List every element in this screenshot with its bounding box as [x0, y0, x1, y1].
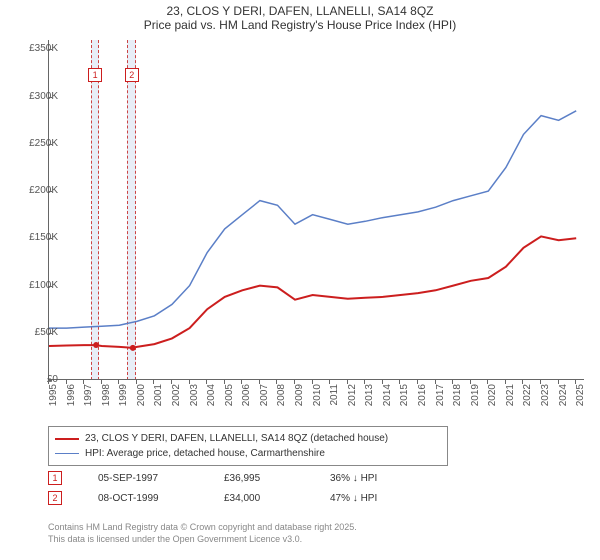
- chart-plot-area: [48, 40, 584, 380]
- sale-date-1: 05-SEP-1997: [98, 473, 188, 484]
- x-tick-label: 2016: [417, 384, 428, 414]
- x-tick-label: 2022: [522, 384, 533, 414]
- x-tick-label: 1999: [118, 384, 129, 414]
- x-tick-label: 2019: [470, 384, 481, 414]
- sale-date-2: 08-OCT-1999: [98, 493, 188, 504]
- x-tick-label: 2015: [399, 384, 410, 414]
- x-tick-label: 2023: [540, 384, 551, 414]
- legend-box: 23, CLOS Y DERI, DAFEN, LLANELLI, SA14 8…: [48, 426, 448, 466]
- x-tick-label: 1998: [101, 384, 112, 414]
- x-tick-label: 2001: [153, 384, 164, 414]
- x-tick-label: 2014: [382, 384, 393, 414]
- sales-row-1: 1 05-SEP-1997 £36,995 36% ↓ HPI: [48, 468, 548, 488]
- x-tick-label: 2018: [452, 384, 463, 414]
- x-tick-label: 2009: [294, 384, 305, 414]
- legend-row-price-paid: 23, CLOS Y DERI, DAFEN, LLANELLI, SA14 8…: [55, 431, 441, 446]
- chart-title-subtitle: Price paid vs. HM Land Registry's House …: [0, 18, 600, 32]
- series-line-price_paid: [49, 236, 576, 348]
- x-tick-label: 2013: [364, 384, 375, 414]
- sale-point: [93, 342, 99, 348]
- x-tick-label: 2017: [435, 384, 446, 414]
- chart-svg: [49, 40, 585, 380]
- chart-container: 23, CLOS Y DERI, DAFEN, LLANELLI, SA14 8…: [0, 0, 600, 560]
- sales-row-2: 2 08-OCT-1999 £34,000 47% ↓ HPI: [48, 488, 548, 508]
- x-tick-label: 1996: [66, 384, 77, 414]
- sales-table: 1 05-SEP-1997 £36,995 36% ↓ HPI 2 08-OCT…: [48, 468, 548, 508]
- sale-marker-1-num: 1: [52, 473, 57, 483]
- x-tick-label: 2021: [505, 384, 516, 414]
- legend-swatch-hpi: [55, 453, 79, 455]
- x-tick-label: 2010: [312, 384, 323, 414]
- attribution-text: Contains HM Land Registry data © Crown c…: [48, 522, 357, 545]
- x-tick-label: 2004: [206, 384, 217, 414]
- chart-title-block: 23, CLOS Y DERI, DAFEN, LLANELLI, SA14 8…: [0, 0, 600, 32]
- x-tick-label: 2020: [487, 384, 498, 414]
- x-tick-label: 2005: [224, 384, 235, 414]
- x-tick-label: 2007: [259, 384, 270, 414]
- x-tick-label: 2024: [558, 384, 569, 414]
- x-tick-label: 1997: [83, 384, 94, 414]
- x-tick-label: 2012: [347, 384, 358, 414]
- sale-point: [130, 345, 136, 351]
- legend-label-hpi: HPI: Average price, detached house, Carm…: [85, 446, 325, 461]
- chart-title-address: 23, CLOS Y DERI, DAFEN, LLANELLI, SA14 8…: [0, 4, 600, 18]
- x-tick-label: 2006: [241, 384, 252, 414]
- sale-marker-1: 1: [48, 471, 62, 485]
- sale-delta-2: 47% ↓ HPI: [330, 493, 420, 504]
- x-tick-label: 2008: [276, 384, 287, 414]
- attribution-line1: Contains HM Land Registry data © Crown c…: [48, 522, 357, 534]
- x-tick-label: 2025: [575, 384, 586, 414]
- sale-price-1: £36,995: [224, 473, 294, 484]
- sale-marker-2: 2: [48, 491, 62, 505]
- sale-delta-1: 36% ↓ HPI: [330, 473, 420, 484]
- legend-label-price-paid: 23, CLOS Y DERI, DAFEN, LLANELLI, SA14 8…: [85, 431, 388, 446]
- legend-row-hpi: HPI: Average price, detached house, Carm…: [55, 446, 441, 461]
- sale-marker-2-num: 2: [52, 493, 57, 503]
- x-tick-label: 2000: [136, 384, 147, 414]
- attribution-line2: This data is licensed under the Open Gov…: [48, 534, 357, 546]
- x-tick-label: 2003: [189, 384, 200, 414]
- x-tick-label: 2002: [171, 384, 182, 414]
- sale-price-2: £34,000: [224, 493, 294, 504]
- x-tick-label: 2011: [329, 384, 340, 414]
- x-tick-label: 1995: [48, 384, 59, 414]
- legend-swatch-price-paid: [55, 438, 79, 440]
